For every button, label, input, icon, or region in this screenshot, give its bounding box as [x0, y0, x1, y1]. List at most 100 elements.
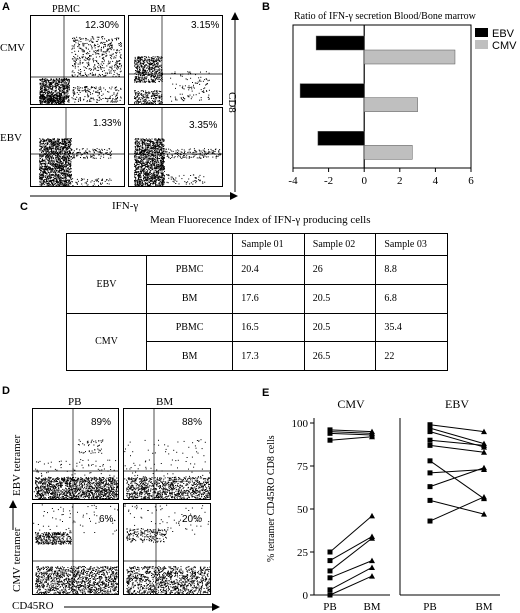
event-dots — [124, 439, 210, 499]
value-cell: 6.8 — [375, 283, 448, 314]
tissue-cell: BM — [145, 283, 234, 314]
ebv-pb-point — [427, 437, 433, 443]
cmv-bm-point — [369, 557, 375, 564]
header-cell: Sample 03 — [375, 233, 448, 256]
ifn-axis-label: IFN-γ — [112, 200, 139, 212]
ebv-pb-point — [427, 497, 433, 503]
value-cell: 35.4 — [375, 312, 448, 343]
cmv-pair-line — [329, 575, 373, 596]
scatter-canvas — [124, 504, 210, 594]
header-cell: Sample 01 — [232, 233, 305, 256]
ebv-bar — [299, 83, 365, 98]
cmv-bm-point — [369, 535, 375, 541]
cmv-tetramer-label: CMV tetramer — [11, 527, 23, 592]
percent-label: 12.30% — [85, 20, 119, 31]
value-cell: 26.5 — [303, 341, 377, 371]
ebv-pair-line — [429, 467, 485, 488]
cmv-pb-point — [327, 568, 333, 574]
ebv-bar — [317, 131, 365, 146]
flow-plot-ebv-pbmc: 1.33% — [30, 107, 125, 187]
value-cell: 16.5 — [232, 312, 305, 343]
panel-b-label: B — [262, 1, 270, 13]
plot-frame — [292, 24, 472, 169]
tetramer-axis-arrow — [9, 500, 17, 530]
ebv-pb-point — [427, 484, 433, 490]
cd45ro-axis-label: CD45RO — [12, 600, 54, 612]
percent-label: 20% — [182, 514, 203, 525]
flow-plot-ebv-bm-tet: 88% — [123, 408, 211, 500]
value-cell: 17.3 — [232, 341, 305, 371]
cmv-bar — [363, 49, 456, 65]
cmv-pb-point — [327, 575, 333, 581]
value-cell: 20.5 — [303, 312, 377, 343]
ebv-pb-point — [427, 422, 433, 428]
table-header-row: Sample 01 Sample 02 Sample 03 — [65, 233, 448, 256]
x-tick-label: PB — [423, 601, 436, 613]
panel-a-col-pbmc: PBMC — [52, 4, 80, 15]
ebv-pair-line — [429, 439, 485, 446]
percent-label: 1.33% — [93, 118, 122, 129]
event-dots — [134, 138, 221, 186]
cmv-bm-point — [369, 564, 375, 570]
legend-swatch — [475, 28, 488, 37]
scatter-canvas — [31, 16, 124, 104]
table-row: CMV PBMC 16.5 20.5 35.4 — [66, 312, 448, 371]
cmv-bm-point — [369, 433, 375, 440]
percent-label: 88% — [182, 417, 203, 428]
x-tick-label: 2 — [397, 175, 403, 187]
value-cell: 17.6 — [232, 283, 305, 314]
ebv-pair-line — [429, 444, 485, 453]
ebv-pb-point — [427, 442, 433, 448]
scatter-canvas — [129, 16, 222, 104]
ebv-pair-line — [429, 496, 485, 522]
ebv-pair-line — [429, 424, 485, 433]
x-tick-label: -2 — [324, 175, 333, 187]
scatter-canvas — [33, 409, 118, 499]
panel-d-label: D — [2, 385, 10, 397]
ifn-axis-arrow — [30, 192, 238, 200]
cmv-pair-line — [329, 567, 373, 591]
panel-d-col-pb: PB — [68, 396, 82, 408]
mfi-table: Sample 01 Sample 02 Sample 03 EBV PBMC 2… — [65, 233, 448, 371]
ebv-pair-line — [429, 468, 485, 474]
header-cell-empty — [65, 233, 234, 256]
tissue-cell: PBMC — [145, 255, 234, 285]
ebv-pb-point — [427, 458, 433, 464]
x-tick-label: BM — [363, 601, 380, 613]
event-dots — [39, 138, 112, 186]
cmv-pair-line — [329, 560, 373, 579]
event-dots — [134, 56, 210, 104]
ebv-pb-point — [427, 470, 433, 476]
panel-c-label: C — [20, 201, 28, 213]
cmv-pb-point — [327, 592, 333, 598]
x-tick-label: PB — [323, 601, 336, 613]
cmv-pair-line — [329, 432, 373, 436]
ebv-subtitle: EBV — [445, 397, 469, 411]
flow-plot-cmv-bm-tet: 20% — [123, 503, 211, 595]
panel-c-title: Mean Fluorecence Index of IFN-γ producin… — [150, 214, 371, 226]
flow-plot-ebv-pb: 89% — [32, 408, 119, 500]
ebv-pair-line — [429, 499, 485, 515]
flow-plot-cmv-pb: 6% — [32, 503, 119, 595]
table-row: BM 17.3 26.5 22 — [67, 341, 448, 371]
flow-plot-cmv-bm: 3.15% — [128, 15, 223, 105]
ebv-tetramer-label: EBV tetramer — [11, 434, 23, 496]
cmv-pair-line — [329, 537, 373, 572]
ebv-bm-point — [481, 442, 487, 448]
cmv-bm-point — [369, 512, 375, 519]
legend-swatch — [475, 40, 488, 49]
ebv-pb-point — [427, 425, 433, 431]
panel-b-title: Ratio of IFN-γ secretion Blood/Bone marr… — [294, 11, 476, 22]
cmv-pair-line — [329, 431, 373, 434]
panel-a-row-ebv: EBV — [0, 132, 22, 144]
value-cell: 20.4 — [232, 255, 305, 285]
panel-a-col-bm: BM — [150, 4, 166, 15]
tissue-cell: BM — [145, 341, 234, 371]
value-cell: 20.5 — [303, 283, 377, 314]
x-tick-label: -4 — [288, 175, 298, 187]
y-tick-label: 50 — [297, 504, 309, 516]
scatter-canvas — [129, 108, 222, 186]
scatter-canvas — [33, 504, 118, 594]
cmv-pb-point — [327, 587, 333, 593]
legend-label: CMV — [492, 40, 517, 52]
